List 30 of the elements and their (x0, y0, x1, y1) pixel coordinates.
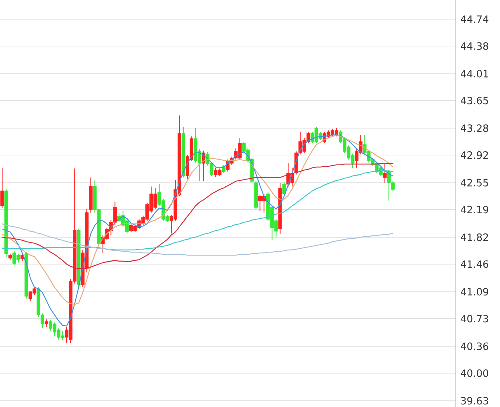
candlestick (154, 188, 158, 210)
y-tick-label: 40.73 (461, 315, 488, 323)
candlestick (53, 322, 57, 336)
y-tick-label: 43.28 (461, 124, 488, 132)
y-tick-label: 41.46 (461, 260, 489, 268)
candlestick (28, 290, 32, 302)
candlestick (238, 138, 242, 160)
candlestick (383, 163, 387, 184)
candlestick (387, 170, 391, 202)
candlestick (258, 194, 262, 212)
y-tick-label: 44.38 (461, 42, 488, 50)
candlestick (0, 168, 4, 209)
y-tick-label: 42.92 (461, 152, 488, 160)
y-tick-label: 44.74 (461, 16, 489, 24)
y-tick-label: 40.36 (461, 342, 489, 350)
y-tick-label: 42.19 (461, 206, 488, 214)
y-tick-label: 40.00 (461, 370, 489, 378)
candlestick (194, 128, 198, 164)
candlestick (282, 182, 286, 196)
candlestick (48, 320, 53, 332)
y-tick-label: 39.63 (461, 397, 488, 405)
y-tick-label: 44.01 (461, 70, 488, 78)
candlestick (314, 126, 318, 144)
y-tick-label: 41.09 (461, 288, 488, 296)
candlestick (12, 251, 16, 266)
candlestick (126, 219, 130, 234)
y-tick-label: 43.65 (461, 97, 488, 105)
y-tick-label: 42.55 (461, 179, 488, 187)
y-tick-label: 41.82 (461, 234, 488, 242)
candlestick (57, 328, 61, 340)
